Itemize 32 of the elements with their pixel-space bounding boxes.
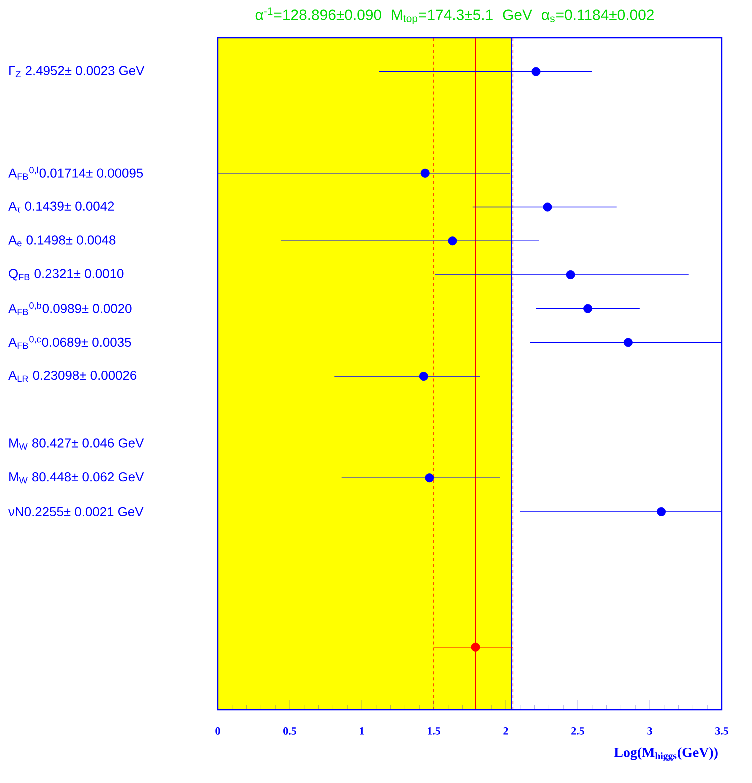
x-tick-label: 3.5 xyxy=(716,728,728,735)
x-tick-label: 1.5 xyxy=(428,728,440,735)
point xyxy=(543,202,552,212)
x-tick-label: 1 xyxy=(360,728,364,735)
y-tick-label: Γ$_{Z}$ 2.4952± 0.0023 GeV xyxy=(10,66,145,78)
point xyxy=(420,168,430,178)
y-tick-label: A$_{e}$ 0.1498± 0.0048 xyxy=(8,236,116,247)
x-tick-label: 2 xyxy=(504,728,508,735)
y-tick-label: A$_{FB}$$^{0,c}$0.0689± 0.0035 xyxy=(8,336,132,350)
y-tick-label: νN0.2255± 0.0021 GeV xyxy=(8,507,144,517)
point xyxy=(532,67,541,76)
point xyxy=(419,372,428,382)
chart-title: α$^{-1}$=128.896±0.090 M$_{top}$=174.3±5.1 GeV α$_{s}$=0.1184±0.002 xyxy=(256,8,654,24)
x-axis-title: Log(M$_{higgs}$(GeV)) xyxy=(614,748,718,762)
point xyxy=(566,270,576,280)
point xyxy=(584,304,593,314)
y-tick-label: A$_{LR}$ 0.23098± 0.00026 xyxy=(8,370,137,382)
x-tick-label: 0 xyxy=(216,728,220,735)
y-tick-label: M$_{W}$ 80.427± 0.046 GeV xyxy=(10,438,144,450)
x-tick-label: 0.5 xyxy=(284,728,296,735)
y-tick-label: M$_{W}$ 80.448± 0.062 GeV xyxy=(10,472,144,484)
y-tick-label: A$_{FB}$$^{0,l}$0.01714± 0.00095 xyxy=(8,166,144,180)
point xyxy=(657,507,666,516)
point xyxy=(624,338,633,348)
x-tick-label: 3 xyxy=(648,728,652,735)
y-tick-label: Q$_{FB}$ 0.2321± 0.0010 xyxy=(9,269,124,281)
point xyxy=(448,236,458,246)
y-tick-label: A$_{FB}$$^{0,b}$0.0989± 0.0020 xyxy=(8,302,132,316)
point xyxy=(425,474,434,483)
point xyxy=(471,642,480,652)
y-tick-label: A$_{τ}$ 0.1439± 0.0042 xyxy=(8,202,114,213)
x-tick-label: 2.5 xyxy=(572,728,584,735)
